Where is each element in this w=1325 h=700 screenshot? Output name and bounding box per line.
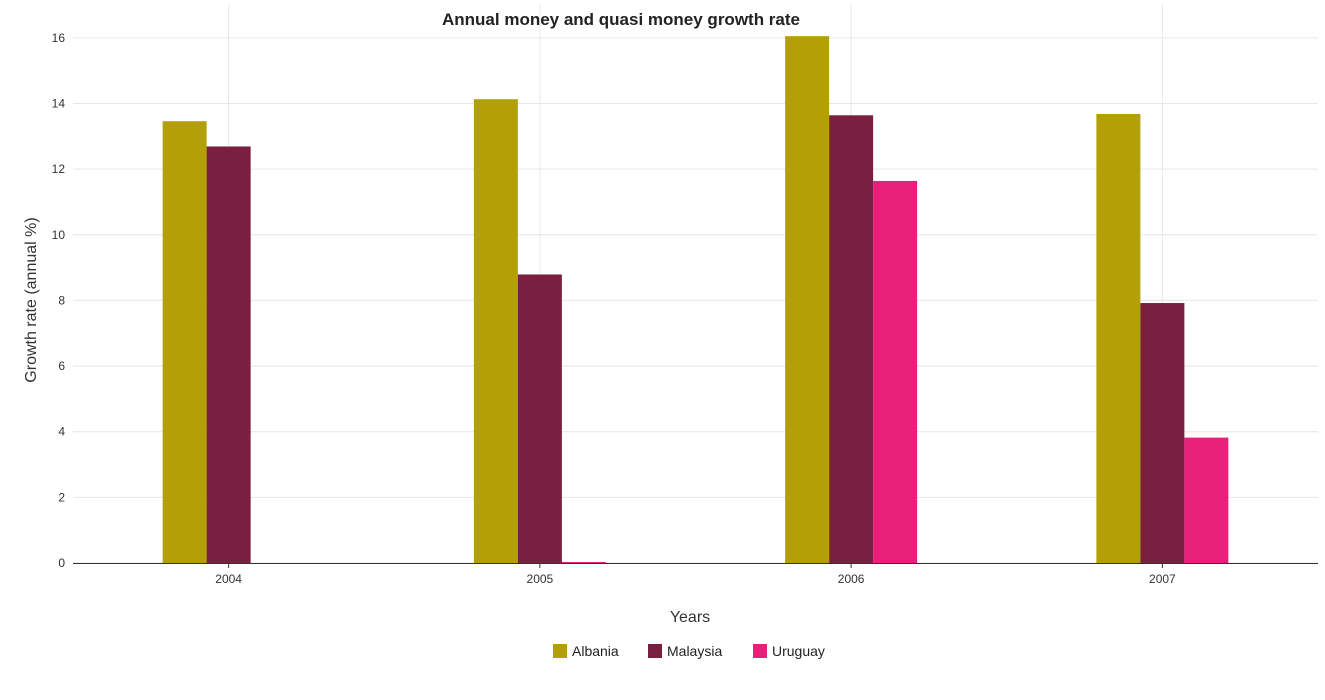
bar-malaysia-2006 <box>829 115 874 564</box>
legend-swatch-uruguay <box>753 644 767 658</box>
bars <box>162 36 1229 564</box>
x-tick-label: 2007 <box>1149 572 1176 586</box>
bar-albania-2004 <box>162 121 207 563</box>
bar-albania-2006 <box>785 36 830 563</box>
x-axis-label: Years <box>670 609 710 626</box>
legend-swatch-albania <box>553 644 567 658</box>
bar-uruguay-2007 <box>1184 437 1229 563</box>
y-tick-label: 4 <box>58 425 65 439</box>
y-tick-label: 8 <box>58 293 65 307</box>
y-axis-label: Growth rate (annual %) <box>23 217 40 382</box>
chart-title: Annual money and quasi money growth rate <box>442 10 800 29</box>
bar-malaysia-2007 <box>1140 303 1185 563</box>
y-tick-label: 10 <box>52 228 66 242</box>
bar-albania-2005 <box>473 99 518 564</box>
y-tick-label: 2 <box>58 490 65 504</box>
legend: Albania Malaysia Uruguay <box>553 643 825 659</box>
y-tick-label: 16 <box>52 31 66 45</box>
y-tick-label: 14 <box>52 96 66 110</box>
x-tick-label: 2005 <box>527 572 554 586</box>
y-tick-label: 0 <box>58 556 65 570</box>
bar-malaysia-2004 <box>206 146 251 563</box>
legend-label-albania: Albania <box>572 643 619 659</box>
x-tick-label: 2004 <box>215 572 242 586</box>
y-tick-label: 12 <box>52 162 66 176</box>
y-tick-label: 6 <box>58 359 65 373</box>
bar-malaysia-2005 <box>517 274 562 563</box>
bar-albania-2007 <box>1096 113 1141 563</box>
x-tick-label: 2006 <box>838 572 865 586</box>
legend-label-uruguay: Uruguay <box>772 643 825 659</box>
axes: 0 2 4 6 8 10 12 14 16 2004 2005 2006 2007 <box>52 31 1318 586</box>
bar-uruguay-2005 <box>561 562 606 563</box>
legend-label-malaysia: Malaysia <box>667 643 722 659</box>
bar-uruguay-2006 <box>873 180 918 563</box>
legend-swatch-malaysia <box>648 644 662 658</box>
